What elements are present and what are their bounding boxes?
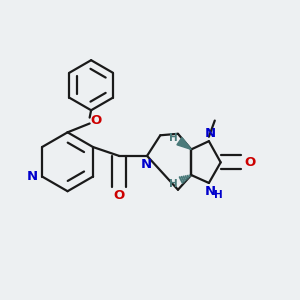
Polygon shape [177, 137, 191, 149]
Text: O: O [113, 188, 125, 202]
Text: H: H [169, 133, 177, 142]
Text: O: O [244, 156, 255, 169]
Text: H: H [214, 190, 223, 200]
Text: O: O [91, 114, 102, 127]
Text: N: N [141, 158, 152, 171]
Text: N: N [205, 185, 216, 198]
Text: N: N [27, 170, 38, 183]
Text: N: N [205, 127, 216, 140]
Text: H: H [169, 179, 177, 190]
